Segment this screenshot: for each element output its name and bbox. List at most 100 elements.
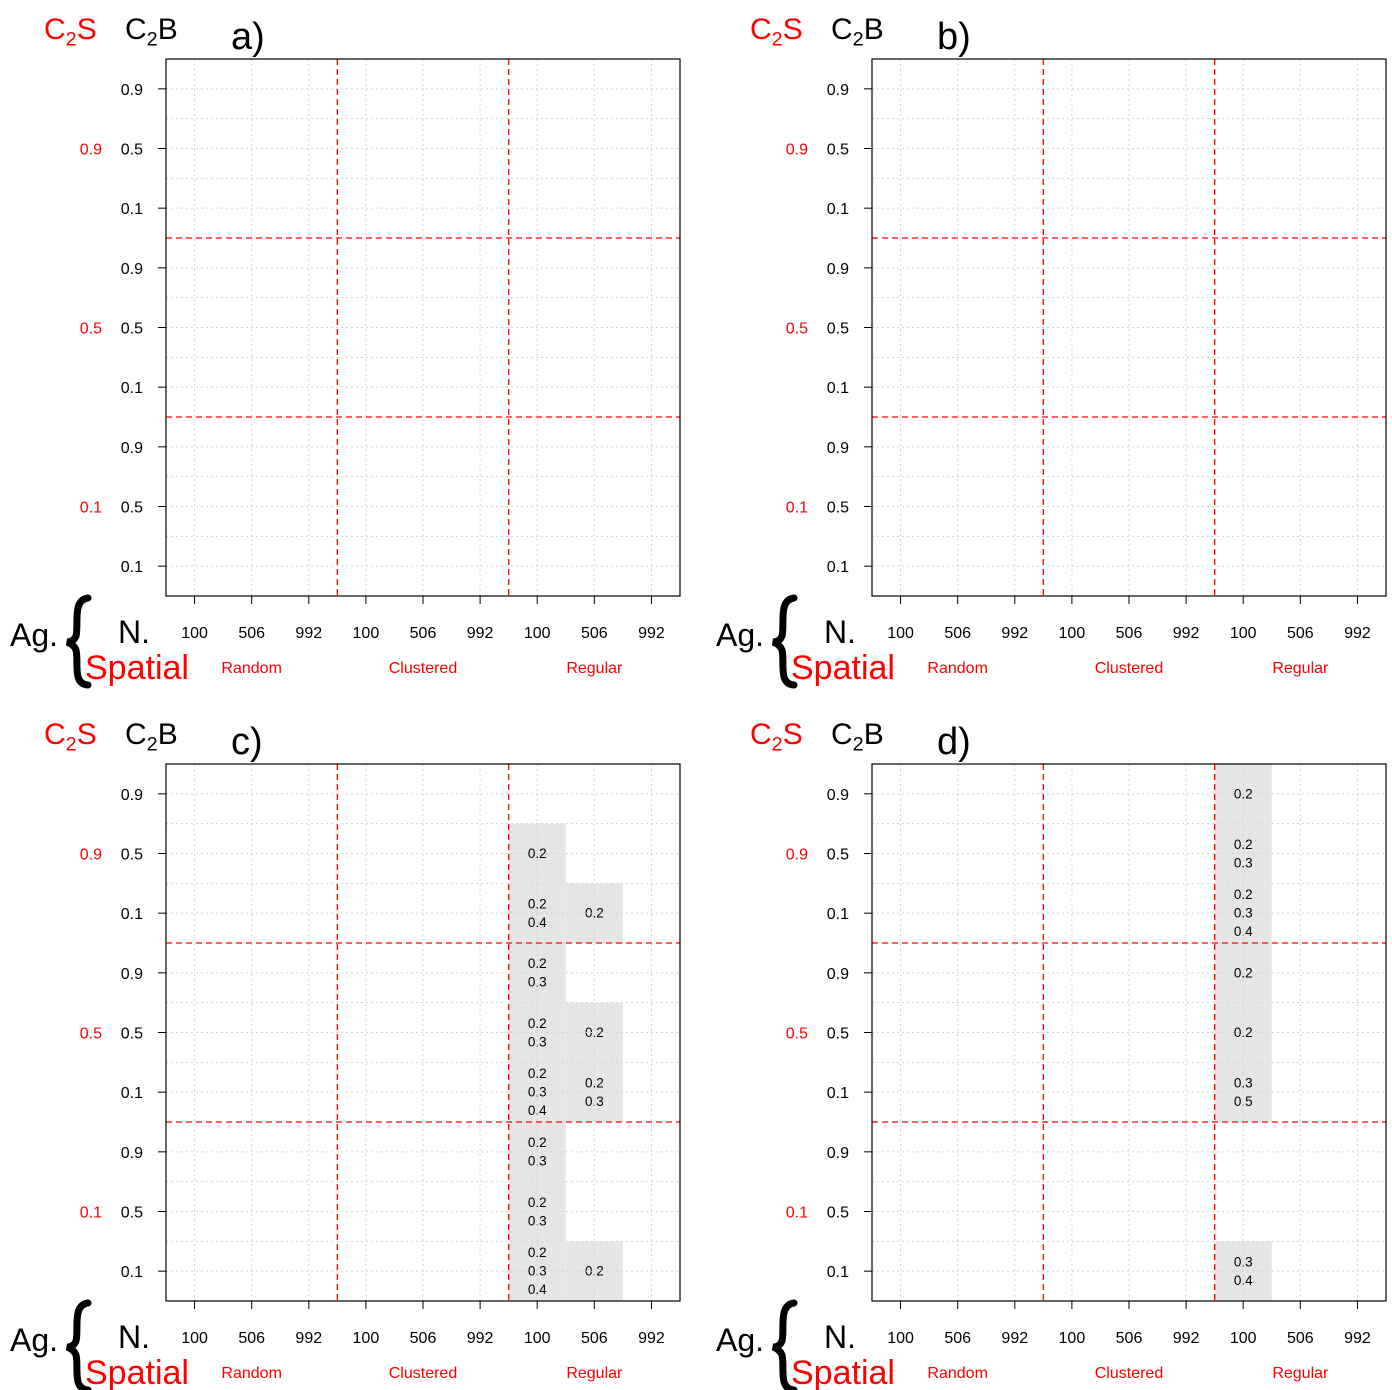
y-tick-label-c2b: 0.1 (827, 380, 849, 397)
header-c2s: C2S (750, 13, 803, 51)
y-tick-label-c2b: 0.9 (121, 787, 143, 804)
y-tick-label-c2s: 0.5 (80, 321, 102, 338)
y-tick-label-c2s: 0.1 (80, 500, 102, 517)
y-tick-label-c2b: 0.9 (827, 1145, 849, 1162)
y-tick-label-c2b: 0.1 (827, 1085, 849, 1102)
y-tick-label-c2s: 0.9 (80, 142, 102, 159)
cell-value-label: 0.2 (528, 1016, 547, 1031)
y-tick-label-c2s: 0.9 (786, 142, 808, 159)
row-label-ag: Ag. (10, 1322, 58, 1358)
panel-label: b) (937, 16, 971, 58)
row-label-spatial: Spatial (791, 1354, 895, 1390)
y-tick-label-c2b: 0.9 (827, 966, 849, 983)
y-tick-label-c2b: 0.5 (121, 847, 143, 864)
y-tick-label-c2s: 0.5 (80, 1026, 102, 1043)
y-tick-label-c2s: 0.5 (786, 321, 808, 338)
row-label-n: N. (118, 614, 150, 650)
y-tick-label-c2b: 0.1 (827, 906, 849, 923)
cell-value-label: 0.2 (528, 956, 547, 971)
y-tick-label-c2b: 0.5 (121, 1205, 143, 1222)
y-tick-label-c2b: 0.1 (121, 1264, 143, 1281)
panel-c: 0.20.20.40.20.20.30.20.30.20.20.30.40.20… (10, 718, 681, 1390)
x-tick-label-n: 100 (353, 625, 380, 642)
y-tick-label-c2b: 0.5 (827, 500, 849, 517)
cell-value-label: 0.2 (528, 1195, 547, 1210)
x-tick-label-n: 992 (295, 625, 322, 642)
y-tick-label-c2b: 0.1 (121, 1085, 143, 1102)
cell-value-label: 0.3 (1234, 1075, 1253, 1090)
row-label-ag: Ag. (10, 617, 58, 653)
header-c2b: C2B (831, 13, 884, 51)
x-tick-label-spatial: Random (927, 1365, 987, 1382)
row-label-spatial: Spatial (85, 649, 189, 687)
panel-label: a) (231, 16, 265, 58)
heat-cell (565, 1241, 623, 1301)
cell-value-label: 0.4 (528, 915, 547, 930)
y-tick-label-c2b: 0.9 (827, 440, 849, 457)
header-c2b: C2B (831, 718, 884, 756)
y-tick-label-c2b: 0.9 (827, 787, 849, 804)
x-tick-label-n: 100 (887, 625, 914, 642)
x-tick-label-spatial: Regular (1272, 1365, 1329, 1382)
x-tick-label-n: 992 (1344, 1330, 1371, 1347)
y-tick-label-c2b: 0.1 (121, 201, 143, 218)
y-tick-label-c2b: 0.9 (121, 82, 143, 99)
cell-value-label: 0.3 (585, 1094, 604, 1109)
x-tick-label-n: 992 (638, 1330, 665, 1347)
panel-label: d) (937, 721, 971, 763)
cell-value-label: 0.5 (1234, 1094, 1253, 1109)
row-label-n: N. (118, 1319, 150, 1355)
y-tick-label-c2b: 0.5 (121, 500, 143, 517)
x-tick-label-spatial: Random (927, 660, 987, 677)
cell-value-label: 0.2 (585, 1075, 604, 1090)
y-tick-label-c2b: 0.9 (121, 966, 143, 983)
cell-value-label: 0.2 (528, 1245, 547, 1260)
x-tick-label-n: 992 (1001, 625, 1028, 642)
x-tick-label-n: 506 (1116, 625, 1143, 642)
y-tick-label-c2b: 0.1 (121, 906, 143, 923)
row-label-ag: Ag. (716, 617, 764, 653)
x-tick-label-n: 506 (410, 1330, 437, 1347)
header-c2s: C2S (44, 13, 97, 51)
x-tick-label-n: 992 (1173, 1330, 1200, 1347)
row-label-spatial: Spatial (85, 1354, 189, 1390)
header-c2b: C2B (125, 13, 178, 51)
row-label-ag: Ag. (716, 1322, 764, 1358)
brace-icon (771, 1299, 798, 1390)
x-tick-label-spatial: Clustered (1095, 660, 1163, 677)
x-tick-label-n: 100 (524, 625, 551, 642)
y-tick-label-c2b: 0.5 (827, 1205, 849, 1222)
x-tick-label-n: 992 (1001, 1330, 1028, 1347)
y-tick-label-c2b: 0.9 (827, 261, 849, 278)
row-label-spatial: Spatial (791, 649, 895, 687)
brace-icon (771, 594, 798, 689)
heat-cell (565, 1062, 623, 1122)
y-tick-label-c2b: 0.9 (121, 261, 143, 278)
y-tick-label-c2s: 0.5 (786, 1026, 808, 1043)
x-tick-label-n: 100 (1059, 625, 1086, 642)
x-tick-label-spatial: Clustered (1095, 1365, 1163, 1382)
y-tick-label-c2b: 0.1 (827, 201, 849, 218)
x-tick-label-spatial: Random (221, 660, 281, 677)
x-tick-label-n: 992 (467, 625, 494, 642)
y-tick-label-c2b: 0.1 (121, 380, 143, 397)
x-tick-label-n: 100 (887, 1330, 914, 1347)
y-tick-label-c2s: 0.1 (786, 1205, 808, 1222)
panel-label: c) (231, 721, 263, 763)
x-tick-label-n: 506 (238, 625, 265, 642)
cell-value-label: 0.2 (585, 906, 604, 921)
y-tick-label-c2b: 0.5 (121, 142, 143, 159)
y-tick-label-c2b: 0.1 (827, 1264, 849, 1281)
x-tick-label-n: 506 (581, 1330, 608, 1347)
x-tick-label-n: 100 (181, 1330, 208, 1347)
cell-value-label: 0.2 (528, 1066, 547, 1081)
x-tick-label-n: 100 (353, 1330, 380, 1347)
x-tick-label-n: 100 (1230, 1330, 1257, 1347)
x-tick-label-n: 506 (944, 625, 971, 642)
panel-a: 0.9 0.5 0.1 0.9 0.5 0.1 0.9 0.5 0.1 0.9 0.5 0.1 100 5… (10, 13, 681, 689)
cell-value-label: 0.4 (1234, 924, 1253, 939)
y-tick-label-c2b: 0.9 (121, 1145, 143, 1162)
y-tick-label-c2b: 0.5 (827, 321, 849, 338)
y-tick-label-c2s: 0.1 (786, 500, 808, 517)
